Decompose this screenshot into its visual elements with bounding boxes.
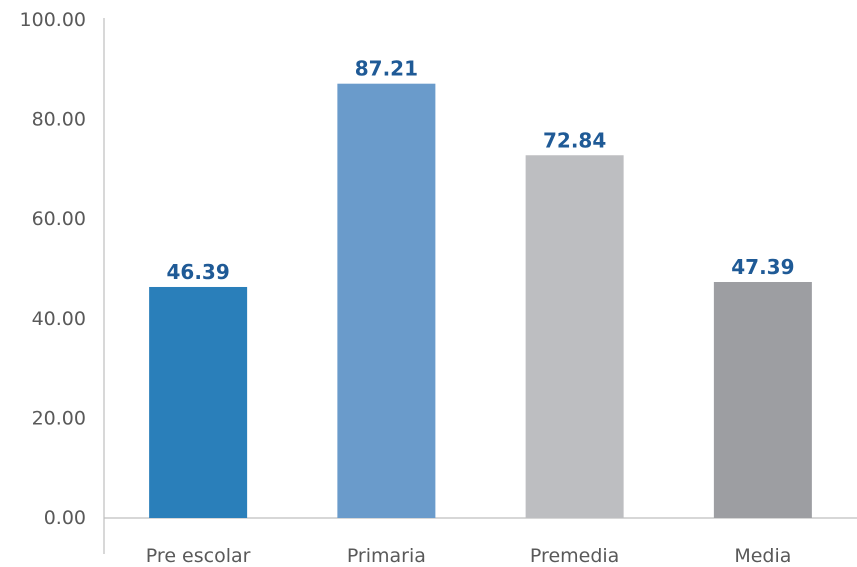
data-label: 47.39 [731,255,794,279]
category-label: Media [734,545,791,567]
data-label: 72.84 [543,128,606,152]
bar [525,155,624,518]
category-label: Pre escolar [146,545,251,567]
bars-group [149,83,812,518]
y-tick-label: 20.00 [32,407,86,429]
data-label: 46.39 [166,260,229,284]
category-labels-group: Pre escolar Primaria Premedia Media [146,545,792,567]
bar [713,281,812,518]
category-label: Premedia [530,545,619,567]
bar [149,286,248,518]
data-labels-group: 46.39 87.21 72.84 47.39 [166,57,794,284]
bar [337,83,436,518]
category-label: Primaria [347,545,426,567]
y-tick-label: 60.00 [32,208,86,230]
y-tick-label: 40.00 [32,308,86,330]
y-tick-label: 80.00 [32,109,86,131]
y-tick-label: 100.00 [20,9,86,31]
data-label: 87.21 [355,57,418,81]
y-tick-label: 0.00 [44,507,86,529]
y-tick-labels: 0.00 20.00 40.00 60.00 80.00 100.00 [20,9,86,529]
